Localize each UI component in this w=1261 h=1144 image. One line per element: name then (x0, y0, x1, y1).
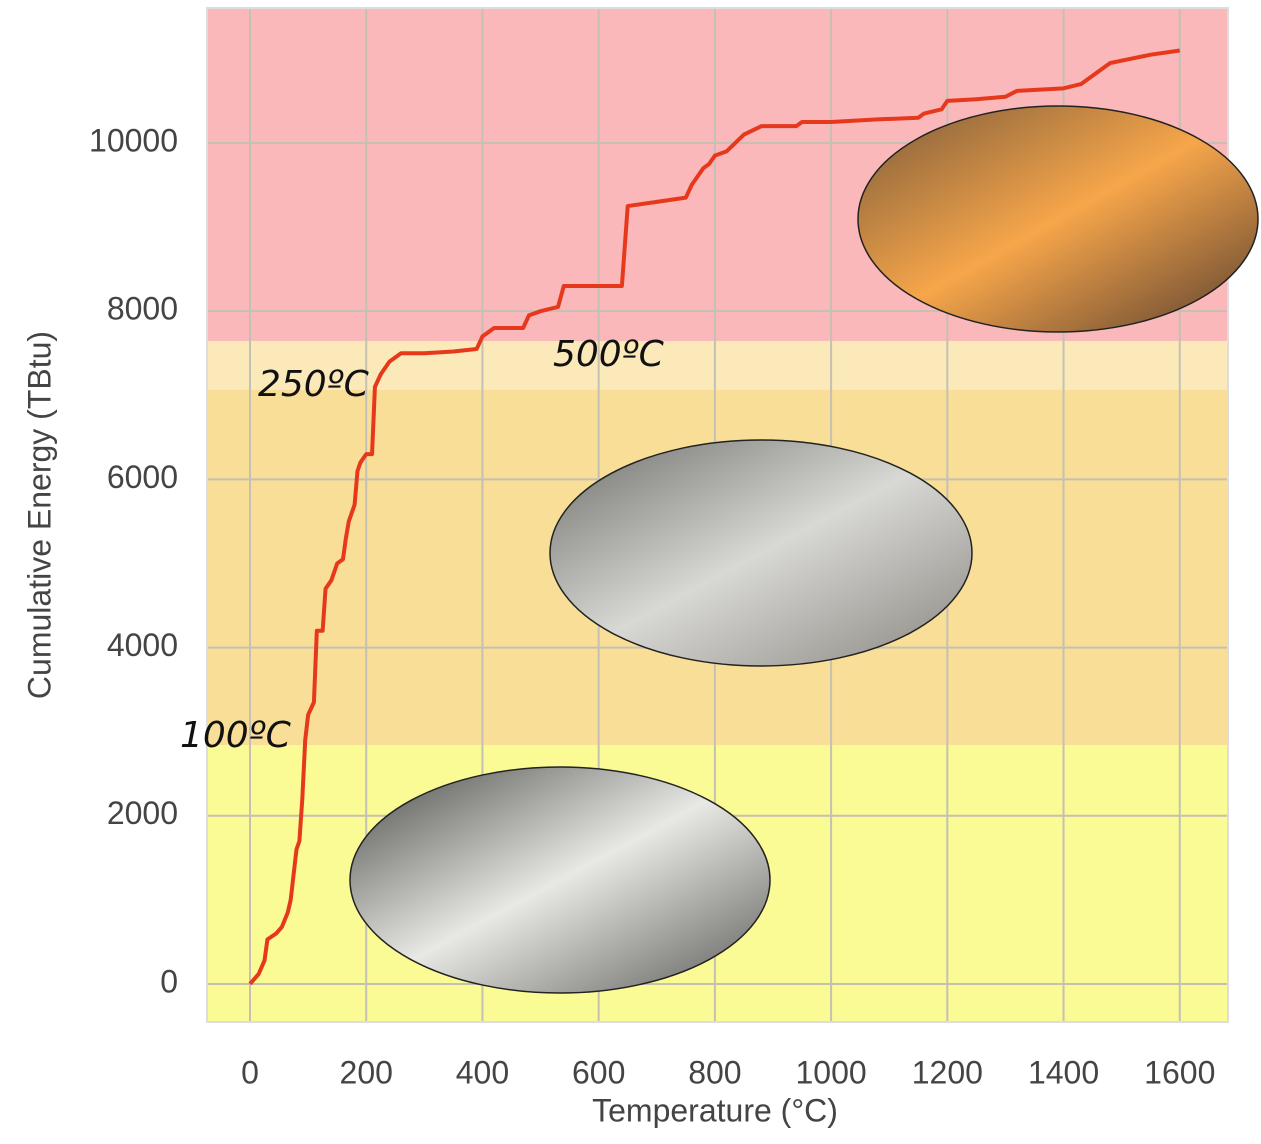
y-tick-label: 0 (160, 963, 178, 999)
chart: 100ºC 250ºC 500ºC Temperature (°C) Cumul… (0, 0, 1261, 1139)
y-tick-label: 4000 (107, 627, 178, 663)
photo-steam (550, 440, 972, 666)
x-tick-label: 200 (340, 1054, 393, 1090)
y-tick-label: 10000 (89, 122, 178, 158)
x-axis-title: Temperature (°C) (592, 1092, 838, 1128)
annotation: 250ºC (258, 364, 370, 405)
annotation: 100ºC (180, 715, 292, 756)
x-tick-label: 1200 (912, 1054, 983, 1090)
y-axis-title: Cumulative Energy (TBtu) (21, 331, 57, 699)
x-tick-label: 1400 (1028, 1054, 1099, 1090)
x-tick-label: 1000 (796, 1054, 867, 1090)
x-tick-label: 0 (241, 1054, 259, 1090)
photo-furnace (858, 106, 1258, 332)
photo-hot-water (350, 767, 770, 993)
x-tick-label: 800 (688, 1054, 741, 1090)
x-tick-label: 400 (456, 1054, 509, 1090)
annotation: 500ºC (553, 334, 665, 375)
y-tick-label: 2000 (107, 795, 178, 831)
x-tick-label: 1600 (1144, 1054, 1215, 1090)
x-tick-label: 600 (572, 1054, 625, 1090)
y-tick-label: 6000 (107, 459, 178, 495)
y-tick-label: 8000 (107, 291, 178, 327)
